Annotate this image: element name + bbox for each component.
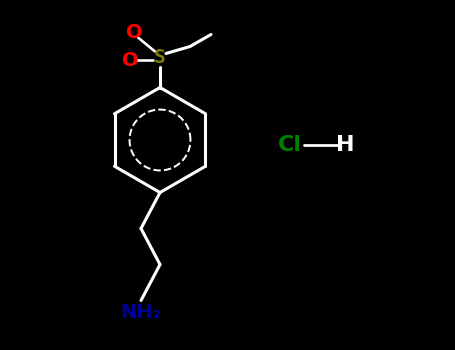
Text: O: O	[121, 50, 138, 70]
Text: H: H	[336, 135, 354, 155]
Text: S: S	[154, 48, 166, 67]
Text: Cl: Cl	[278, 135, 302, 155]
Text: O: O	[126, 23, 142, 42]
Text: NH₂: NH₂	[121, 303, 162, 322]
